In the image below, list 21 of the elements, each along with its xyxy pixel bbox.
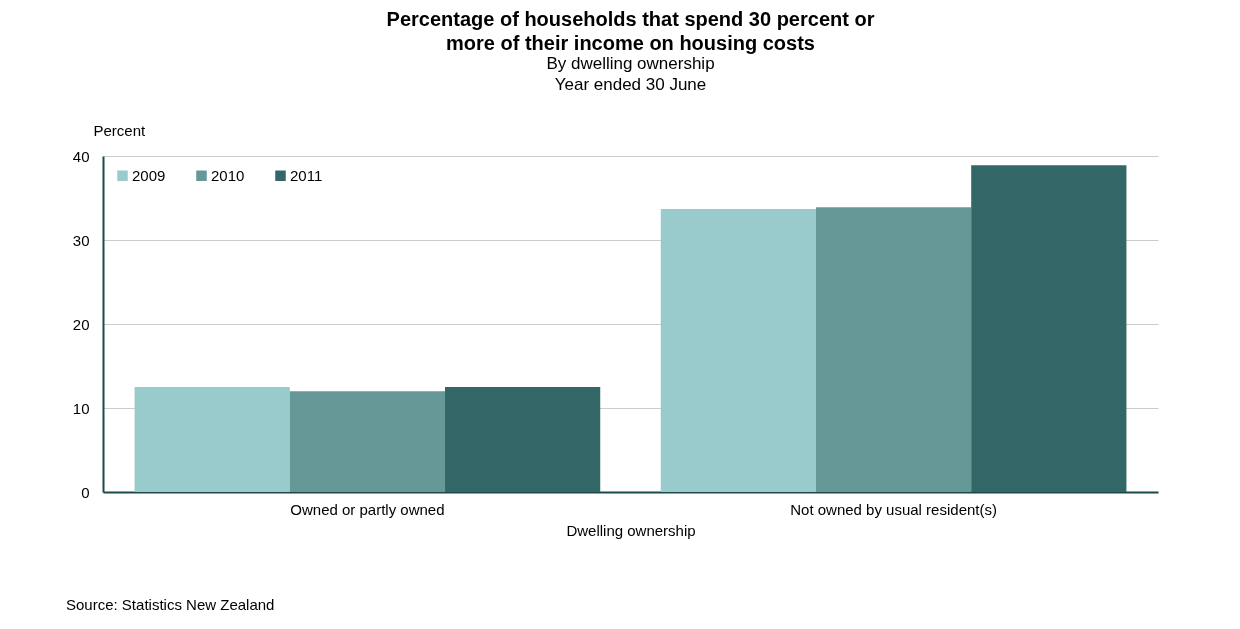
x-tick-label: Not owned by usual resident(s)	[790, 500, 997, 518]
bar	[660, 208, 816, 492]
legend-label: 2009	[132, 166, 166, 184]
y-tick-label: 20	[72, 315, 90, 333]
chart-title: Percentage of households that spend 30 percent or more of their income on housing costs	[386, 8, 875, 54]
x-axis-title: Dwelling ownership	[566, 521, 696, 539]
legend-label: 2011	[290, 166, 323, 184]
x-tick-label: Owned or partly owned	[290, 500, 445, 518]
legend-label: 2010	[211, 166, 245, 184]
y-axis-title: Percent	[93, 121, 147, 139]
y-tick-label: 40	[72, 147, 90, 165]
bar	[971, 165, 1127, 492]
chart-subtitle: By dwelling ownership Year ended 30 June	[546, 54, 715, 94]
y-tick-label: 10	[72, 399, 90, 417]
bar	[445, 387, 601, 492]
bar	[134, 387, 290, 492]
y-tick-label: 0	[81, 483, 90, 501]
source-note: Source: Statistics New Zealand	[66, 596, 275, 613]
y-tick-label: 30	[72, 231, 90, 249]
bar	[289, 391, 446, 492]
bar	[815, 207, 972, 492]
